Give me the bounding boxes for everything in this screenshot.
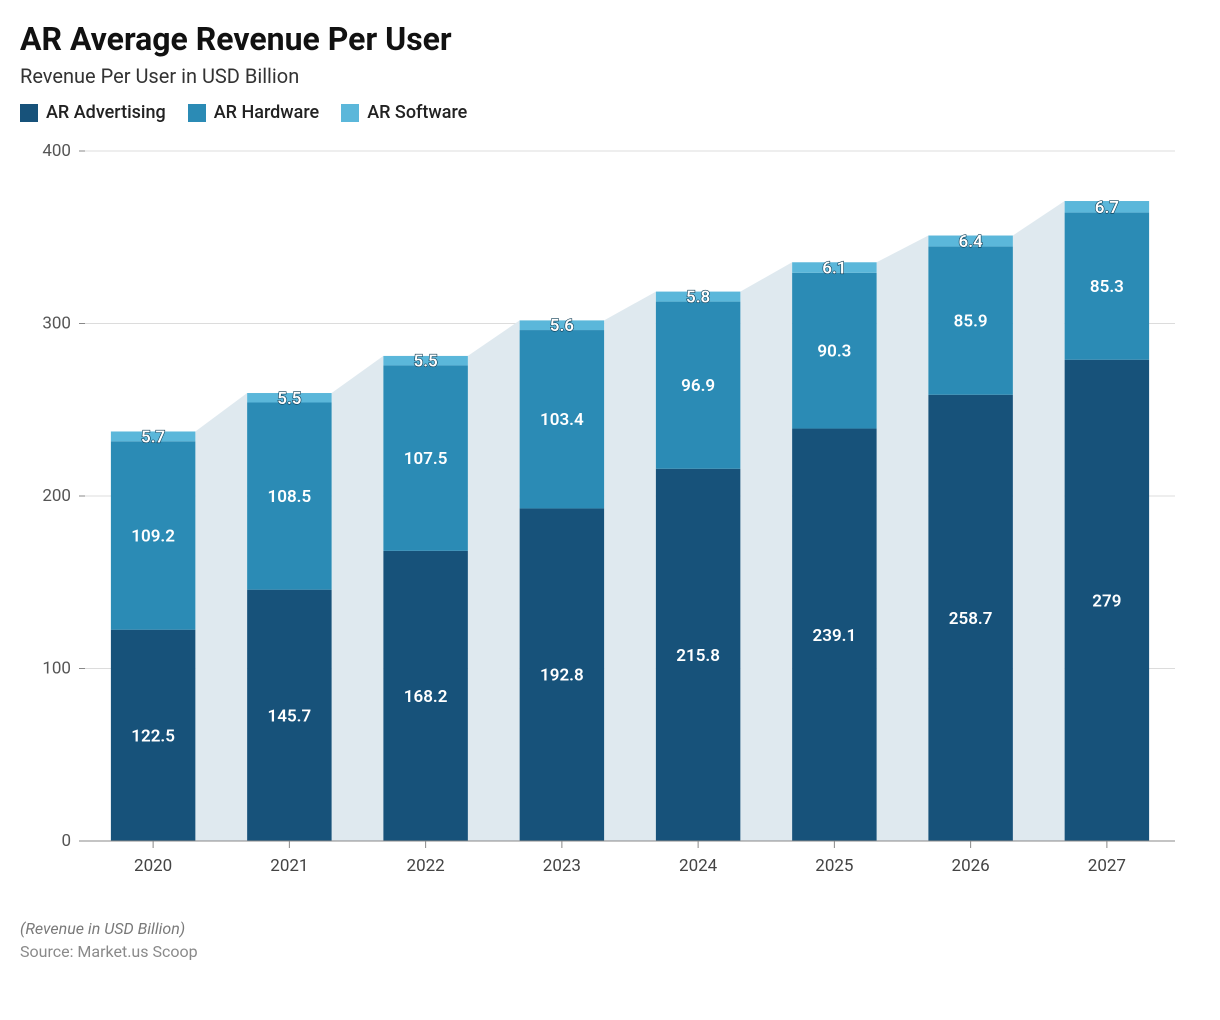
bar-value-label: 122.5 <box>131 726 175 746</box>
y-tick-label: 100 <box>42 659 71 679</box>
y-tick-label: 300 <box>42 314 71 334</box>
source-label: Source: Market.us Scoop <box>20 942 1190 961</box>
connector <box>740 262 792 841</box>
legend-label: AR Hardware <box>214 102 319 123</box>
bar-value-label: 6.1 <box>822 259 846 279</box>
bar-value-label: 192.8 <box>540 666 584 686</box>
bar-value-label: 168.2 <box>404 687 448 707</box>
y-tick-label: 400 <box>42 141 71 161</box>
bar-value-label: 5.6 <box>550 316 575 336</box>
legend-item: AR Hardware <box>188 102 319 123</box>
bar-value-label: 258.7 <box>949 609 993 629</box>
bar-value-label: 85.9 <box>954 312 988 332</box>
connector <box>332 356 384 841</box>
bar-value-label: 107.5 <box>404 449 448 469</box>
connector <box>1013 201 1065 841</box>
x-tick-label: 2027 <box>1088 856 1126 876</box>
legend-swatch <box>341 104 359 122</box>
x-tick-label: 2023 <box>543 856 581 876</box>
bar-value-label: 85.3 <box>1090 277 1124 297</box>
x-tick-label: 2022 <box>407 856 445 876</box>
chart-area: 0 100 200 300 400 122.5 109.2 5.7 145.7 108.5 5.5 1… <box>20 141 1190 901</box>
x-tick-label: 2020 <box>134 856 172 876</box>
legend-item: AR Software <box>341 102 467 123</box>
legend-item: AR Advertising <box>20 102 166 123</box>
bar-value-label: 90.3 <box>817 342 851 362</box>
connector <box>604 292 656 841</box>
bar-value-label: 109.2 <box>131 527 175 547</box>
legend-label: AR Advertising <box>46 102 166 123</box>
bar-value-label: 145.7 <box>268 706 312 726</box>
y-tick-label: 200 <box>42 486 71 506</box>
chart-title: AR Average Revenue Per User <box>20 20 1190 58</box>
bar-value-label: 279 <box>1092 591 1121 611</box>
x-tick-label: 2026 <box>952 856 990 876</box>
bar-value-label: 108.5 <box>268 487 312 507</box>
bar-value-label: 5.5 <box>277 389 301 409</box>
x-tick-label: 2025 <box>815 856 853 876</box>
chart-subtitle: Revenue Per User in USD Billion <box>20 64 1190 88</box>
x-tick-label: 2024 <box>679 856 718 876</box>
bar-value-label: 6.4 <box>958 232 983 252</box>
bar-value-label: 5.7 <box>141 427 165 447</box>
bar-value-label: 5.5 <box>413 352 437 372</box>
footnote: (Revenue in USD Billion) <box>20 919 1190 938</box>
bar-value-label: 6.7 <box>1095 198 1119 218</box>
legend-swatch <box>188 104 206 122</box>
connector <box>195 393 247 841</box>
connector <box>468 320 520 841</box>
bar-value-label: 96.9 <box>681 376 715 396</box>
x-tick-label: 2021 <box>270 856 308 876</box>
connector <box>877 236 929 841</box>
bar-value-label: 215.8 <box>676 646 720 666</box>
bar-value-label: 239.1 <box>813 626 857 646</box>
legend: AR Advertising AR Hardware AR Software <box>20 102 1190 123</box>
legend-swatch <box>20 104 38 122</box>
stacked-bar-chart: 0 100 200 300 400 122.5 109.2 5.7 145.7 108.5 5.5 1… <box>20 141 1190 901</box>
y-tick-label: 0 <box>61 831 71 851</box>
legend-label: AR Software <box>367 102 467 123</box>
bar-value-label: 5.8 <box>686 288 710 308</box>
bar-value-label: 103.4 <box>540 410 584 430</box>
